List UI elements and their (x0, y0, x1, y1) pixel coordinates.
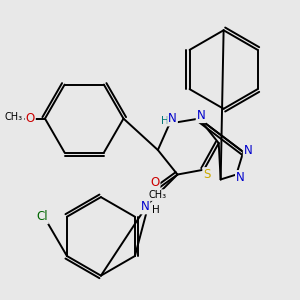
Text: N: N (236, 171, 245, 184)
Text: CH₃: CH₃ (149, 190, 167, 200)
Text: N: N (168, 112, 177, 125)
Text: N: N (244, 143, 253, 157)
Text: H: H (161, 116, 169, 126)
Text: CH₃: CH₃ (4, 112, 22, 122)
Text: O: O (150, 176, 160, 189)
Text: S: S (203, 168, 211, 181)
Text: H: H (152, 205, 160, 215)
Text: O: O (26, 112, 35, 125)
Text: N: N (197, 109, 206, 122)
Text: N: N (141, 200, 149, 213)
Text: Cl: Cl (36, 210, 48, 223)
